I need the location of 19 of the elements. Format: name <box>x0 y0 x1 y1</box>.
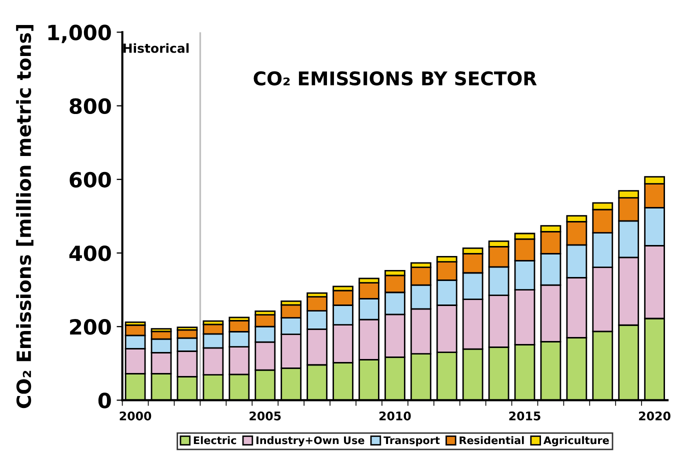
y-tick-label: 600 <box>70 172 111 188</box>
y-tick-label: 800 <box>70 98 111 114</box>
legend-label: Industry+Own Use <box>256 436 364 446</box>
x-tick-label: 2010 <box>379 412 411 420</box>
x-tick-label: 2020 <box>639 412 670 420</box>
y-tick-label: 200 <box>70 319 111 335</box>
y-tick-label: 1,000 <box>48 24 111 44</box>
y-tick-label: 0 <box>98 392 111 408</box>
legend-label: Electric <box>194 436 236 444</box>
x-tick-label: 2005 <box>250 412 281 420</box>
legend-label: Transport <box>384 436 440 446</box>
y-axis-title: CO₂ Emissions [million metric tons] <box>16 25 34 408</box>
x-tick-label: 2000 <box>120 412 152 420</box>
y-tick-label: 400 <box>69 245 111 262</box>
text: CO₂ EMISSIONS BY SECTOR <box>254 71 537 86</box>
ref-line-label: Historical <box>123 43 189 53</box>
x-tick-label: 2015 <box>509 412 540 420</box>
legend-label: Agriculture <box>543 436 609 446</box>
legend-label: Residential <box>460 436 524 444</box>
